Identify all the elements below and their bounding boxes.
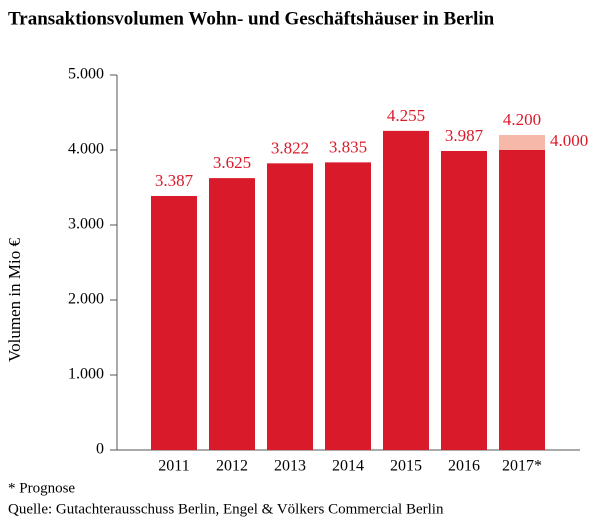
y-tick-label: 3.000: [68, 216, 104, 233]
bar: [441, 150, 487, 450]
value-label: 4.255: [387, 106, 425, 125]
y-tick-label: 0: [96, 441, 104, 458]
y-tick-label: 2.000: [68, 291, 104, 308]
x-tick-label: 2014: [332, 458, 364, 475]
chart-title: Transaktionsvolumen Wohn- und Geschäftsh…: [8, 8, 495, 29]
footnote: * Prognose: [8, 480, 75, 496]
bar: [267, 163, 313, 450]
y-tick-label: 1.000: [68, 366, 104, 383]
bar: [325, 162, 371, 450]
y-tick-label: 4.000: [68, 141, 104, 158]
bar: [499, 150, 545, 450]
x-tick-label: 2015: [390, 458, 422, 475]
source: Quelle: Gutachterausschuss Berlin, Engel…: [8, 501, 444, 517]
value-label: 3.822: [271, 138, 309, 157]
value-label: 4.000: [550, 131, 588, 150]
bar: [209, 178, 255, 450]
value-label: 3.625: [213, 153, 251, 172]
x-tick-label: 2012: [216, 458, 248, 475]
bar: [383, 130, 429, 450]
x-tick-label: 2016: [448, 458, 480, 475]
range-label: 4.200: [503, 110, 541, 129]
y-tick-label: 5.000: [68, 66, 104, 83]
bar: [151, 195, 197, 450]
x-tick-label: 2011: [158, 458, 189, 475]
x-tick-label: 2017*: [502, 458, 542, 475]
value-label: 3.835: [329, 137, 367, 156]
forecast-range: [499, 135, 545, 150]
value-label: 3.987: [445, 126, 484, 145]
value-label: 3.387: [155, 171, 194, 190]
x-tick-label: 2013: [274, 458, 306, 475]
y-axis-label: Volumen in Mio €: [5, 238, 24, 362]
